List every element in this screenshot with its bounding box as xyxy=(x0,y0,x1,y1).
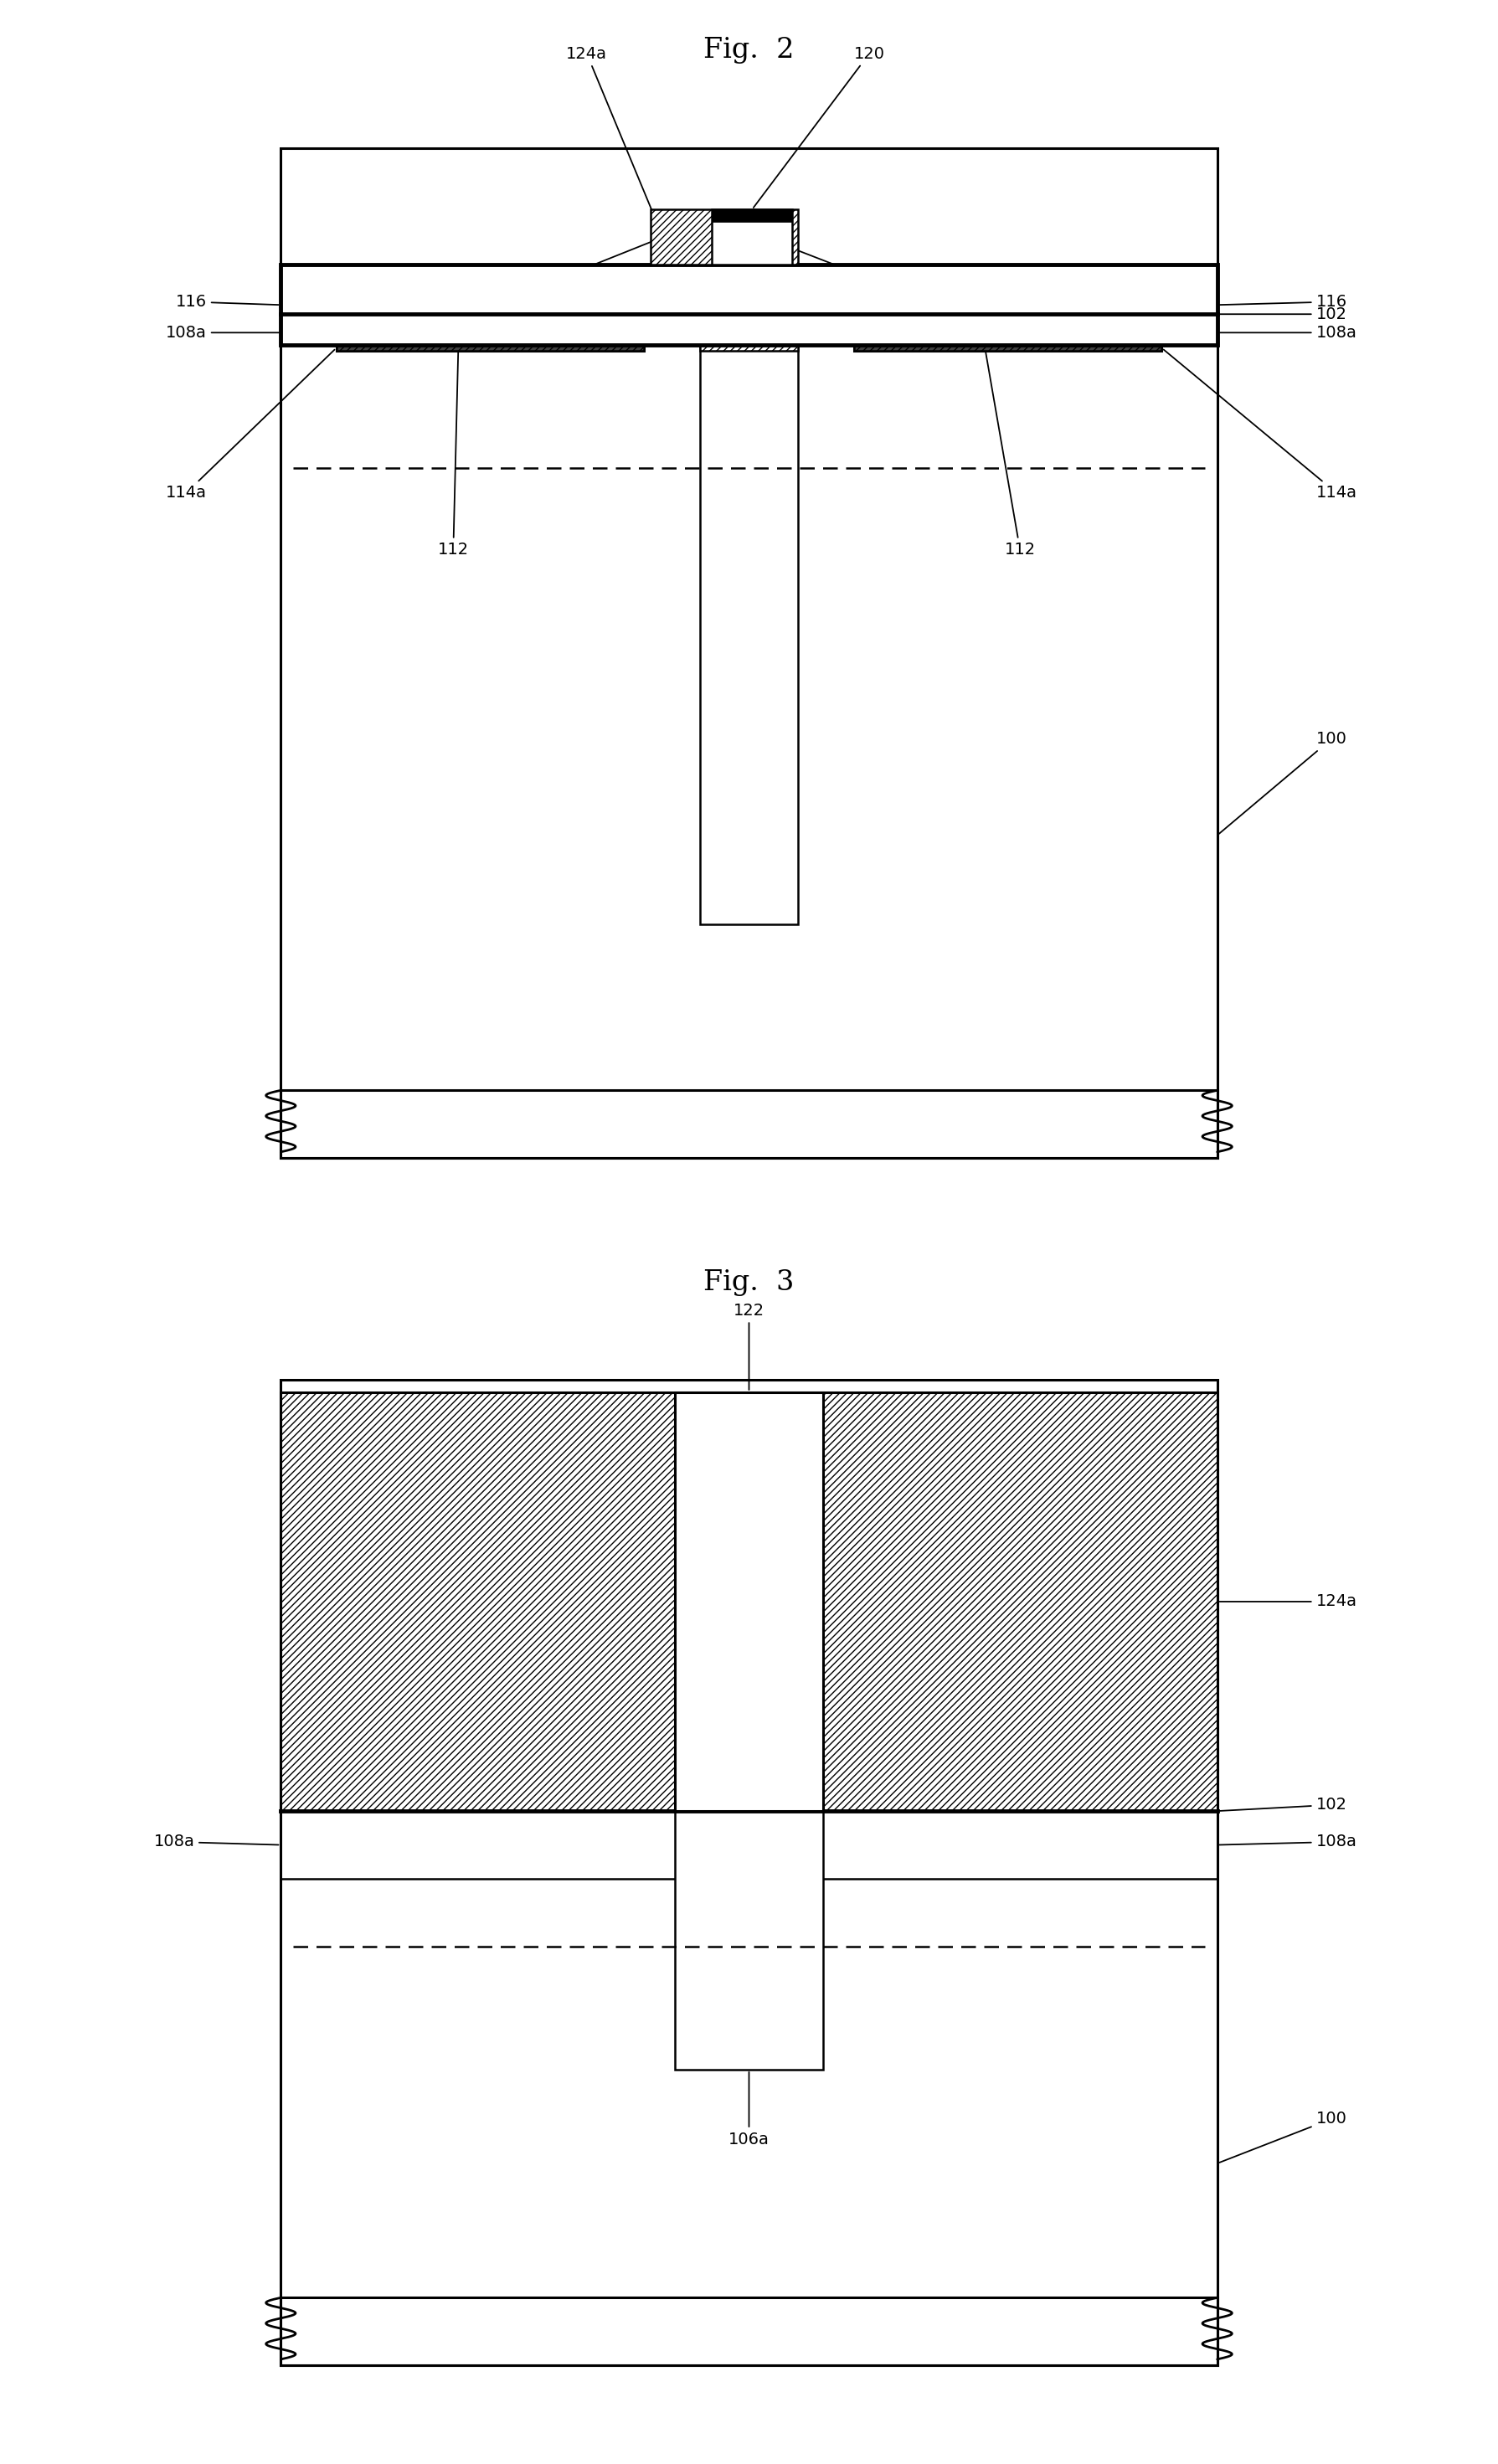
Bar xyxy=(280,148,1218,1158)
Text: 118: 118 xyxy=(794,249,909,296)
Text: 116: 116 xyxy=(1219,293,1347,310)
Text: 106a: 106a xyxy=(728,303,770,569)
Bar xyxy=(280,1380,1218,2365)
Bar xyxy=(280,1392,1218,1811)
Bar xyxy=(336,313,644,350)
Text: 100: 100 xyxy=(1219,2112,1347,2163)
Text: 120: 120 xyxy=(753,47,885,207)
Text: 108a: 108a xyxy=(154,1833,279,1850)
Bar xyxy=(676,1811,822,2070)
Bar xyxy=(280,313,1218,1158)
Text: 114a: 114a xyxy=(1164,350,1357,500)
Bar xyxy=(336,345,644,350)
Text: Fig.  2: Fig. 2 xyxy=(704,37,794,64)
Text: 108a: 108a xyxy=(1164,325,1357,340)
Text: Fig.  3: Fig. 3 xyxy=(704,1269,794,1296)
Text: 112: 112 xyxy=(977,303,1035,557)
Text: 124a: 124a xyxy=(1219,1594,1357,1609)
Bar xyxy=(280,1811,1218,2365)
Bar xyxy=(854,345,1162,350)
Bar xyxy=(280,264,1218,345)
Bar xyxy=(280,1811,1218,1878)
Text: 108a: 108a xyxy=(1219,1833,1357,1850)
Text: 114a: 114a xyxy=(166,350,334,500)
Bar xyxy=(854,313,1162,350)
Bar xyxy=(712,209,792,222)
Bar xyxy=(712,209,792,264)
Text: 108a: 108a xyxy=(166,325,334,340)
Text: 102: 102 xyxy=(1219,1796,1347,1814)
Text: 106a: 106a xyxy=(728,2072,770,2146)
Bar xyxy=(700,313,798,924)
Text: 124a: 124a xyxy=(566,47,656,219)
Text: 122: 122 xyxy=(734,1303,764,1390)
Bar xyxy=(280,1089,1218,1158)
Text: 122: 122 xyxy=(521,239,661,296)
Bar xyxy=(676,1392,822,1811)
Text: 112: 112 xyxy=(437,303,469,557)
Bar xyxy=(700,345,798,350)
Bar xyxy=(650,209,798,264)
Text: 116: 116 xyxy=(175,293,279,310)
Bar xyxy=(280,2296,1218,2365)
Text: 100: 100 xyxy=(1219,732,1347,833)
Text: 102: 102 xyxy=(1219,306,1347,323)
